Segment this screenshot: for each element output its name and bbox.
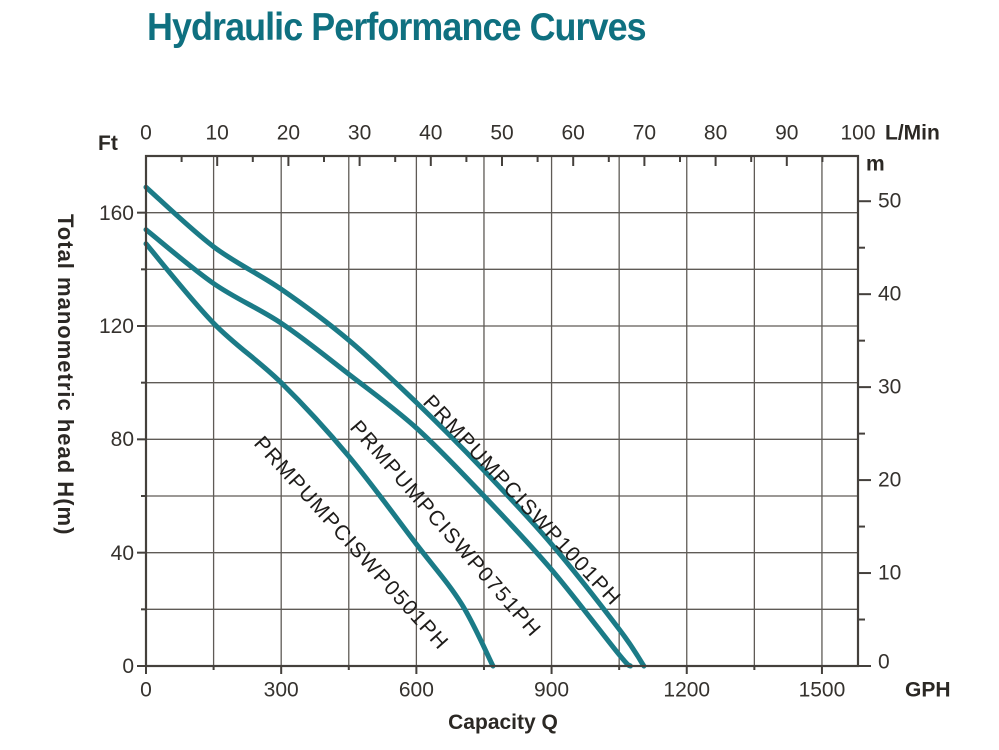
- top-axis-tick-label-100: 100: [840, 121, 876, 145]
- x-axis-title: Capacity Q: [448, 711, 558, 734]
- top-axis-tick-label-60: 60: [561, 121, 585, 145]
- bottom-axis-tick-label-0: 0: [140, 678, 152, 702]
- top-axis-tick-label-90: 90: [775, 121, 799, 145]
- curve-label-PRMPUMPCISWP1001PH: PRMPUMPCISWP1001PH: [418, 391, 625, 611]
- top-axis-tick-label-20: 20: [276, 121, 301, 145]
- top-axis-tick-label-10: 10: [205, 121, 229, 145]
- top-axis-tick-label-0: 0: [140, 121, 152, 145]
- left-axis-tick-label-40: 40: [110, 541, 134, 565]
- bottom-axis-tick-label-1500: 1500: [798, 678, 846, 702]
- curve-PRMPUMPCISWP0501PH: [143, 241, 496, 669]
- top-axis-tick-label-30: 30: [347, 121, 372, 145]
- top-axis-tick-label-40: 40: [419, 121, 443, 145]
- bottom-axis-tick-label-600: 600: [398, 678, 434, 702]
- curve-PRMPUMPCISWP1001PH: [143, 184, 647, 669]
- left-axis-tick-label-160: 160: [98, 201, 134, 225]
- left-axis-unit-label-ft: Ft: [98, 132, 118, 155]
- page-title: Hydraulic Performance Curves: [147, 6, 647, 49]
- bottom-axis-tick-label-300: 300: [263, 678, 299, 702]
- left-axis-tick-label-120: 120: [98, 315, 134, 338]
- left-axis-tick-label-80: 80: [110, 428, 134, 452]
- right-axis-unit-label-m: m: [866, 152, 885, 176]
- bottom-axis-tick-label-1200: 1200: [663, 678, 711, 702]
- right-axis-tick-label-40: 40: [878, 282, 902, 306]
- curve-label-PRMPUMPCISWP0501PH: PRMPUMPCISWP0501PH: [249, 432, 453, 655]
- right-axis-tick-label-10: 10: [878, 561, 902, 585]
- right-axis-tick-label-20: 20: [878, 468, 902, 492]
- top-axis-unit-label-lmin: L/Min: [885, 121, 940, 145]
- right-axis-tick-label-50: 50: [878, 189, 902, 213]
- plot-border: [144, 154, 860, 668]
- left-axis-tick-label-0: 0: [122, 655, 134, 678]
- y-axis-title: Total manometric head H(m): [53, 214, 78, 536]
- top-axis-tick-label-70: 70: [632, 121, 657, 145]
- right-axis-tick-label-0: 0: [878, 650, 890, 674]
- bottom-axis-tick-label-900: 900: [534, 678, 570, 702]
- bottom-axis-unit-label-gph: GPH: [905, 678, 951, 702]
- top-axis-tick-label-50: 50: [490, 121, 514, 145]
- top-axis-tick-label-80: 80: [703, 121, 728, 145]
- curve-PRMPUMPCISWP0751PH: [143, 227, 633, 669]
- right-axis-tick-label-30: 30: [878, 375, 902, 399]
